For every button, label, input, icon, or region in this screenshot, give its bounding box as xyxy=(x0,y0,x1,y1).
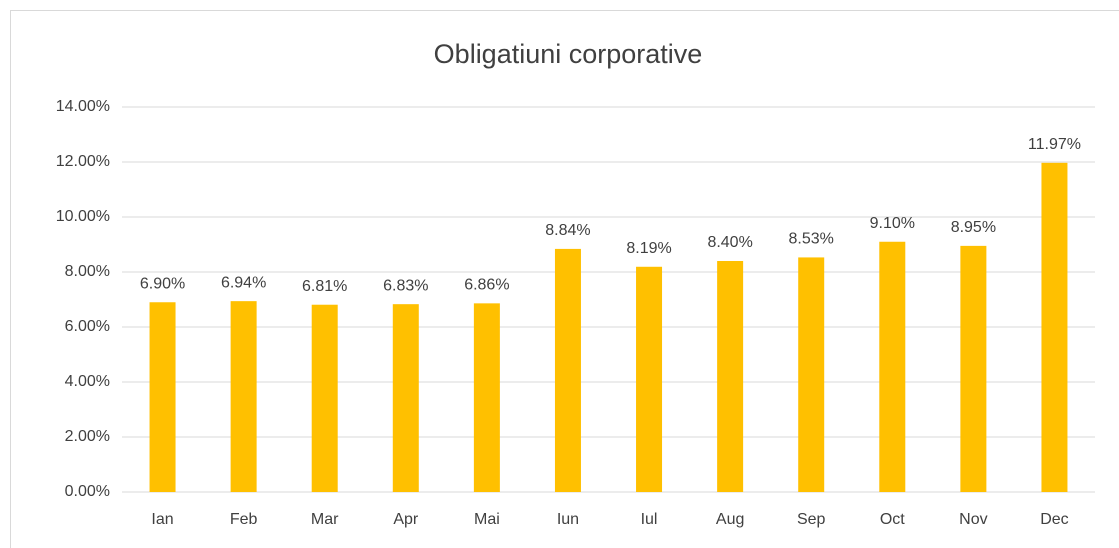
x-tick-label: Nov xyxy=(959,511,987,528)
bar xyxy=(798,257,825,492)
y-tick-label: 0.00% xyxy=(65,483,110,500)
x-tick-label: Dec xyxy=(1040,511,1068,528)
data-label: 6.83% xyxy=(383,277,428,294)
x-tick-label: Mai xyxy=(474,511,500,528)
data-label: 6.94% xyxy=(221,274,266,291)
bar xyxy=(717,261,744,492)
x-tick-label: Sep xyxy=(797,511,826,528)
y-tick-label: 14.00% xyxy=(56,98,110,115)
x-tick-label: Feb xyxy=(230,511,258,528)
bar xyxy=(149,302,176,492)
y-tick-label: 6.00% xyxy=(65,318,110,335)
bar xyxy=(230,301,257,492)
bar xyxy=(392,304,419,492)
data-label: 8.84% xyxy=(545,222,590,239)
x-tick-label: Mar xyxy=(311,511,339,528)
data-label: 6.90% xyxy=(140,275,185,292)
bar xyxy=(879,241,906,492)
data-label: 8.95% xyxy=(951,219,996,236)
data-label: 8.53% xyxy=(789,231,834,248)
y-tick-label: 10.00% xyxy=(56,208,110,225)
x-tick-label: Ian xyxy=(151,511,173,528)
bar xyxy=(311,304,338,492)
data-label: 11.97% xyxy=(1028,136,1081,153)
chart-title: Obligatiuni corporative xyxy=(434,39,703,69)
y-tick-label: 8.00% xyxy=(65,263,110,280)
x-tick-label: Apr xyxy=(393,511,419,528)
bar xyxy=(636,266,663,492)
data-label: 6.86% xyxy=(464,277,509,294)
bar xyxy=(960,245,987,492)
x-tick-label: Oct xyxy=(880,511,905,528)
y-tick-label: 12.00% xyxy=(56,153,110,170)
data-label: 8.19% xyxy=(626,240,671,257)
bar xyxy=(473,303,500,492)
bar xyxy=(1041,162,1068,492)
data-label: 9.10% xyxy=(870,215,915,232)
y-tick-label: 2.00% xyxy=(65,428,110,445)
x-tick-label: Iul xyxy=(641,511,658,528)
y-tick-label: 4.00% xyxy=(65,373,110,390)
data-label: 8.40% xyxy=(707,234,752,251)
x-tick-label: Aug xyxy=(716,511,744,528)
bar xyxy=(554,248,581,492)
data-label: 6.81% xyxy=(302,278,347,295)
x-tick-label: Iun xyxy=(557,511,579,528)
